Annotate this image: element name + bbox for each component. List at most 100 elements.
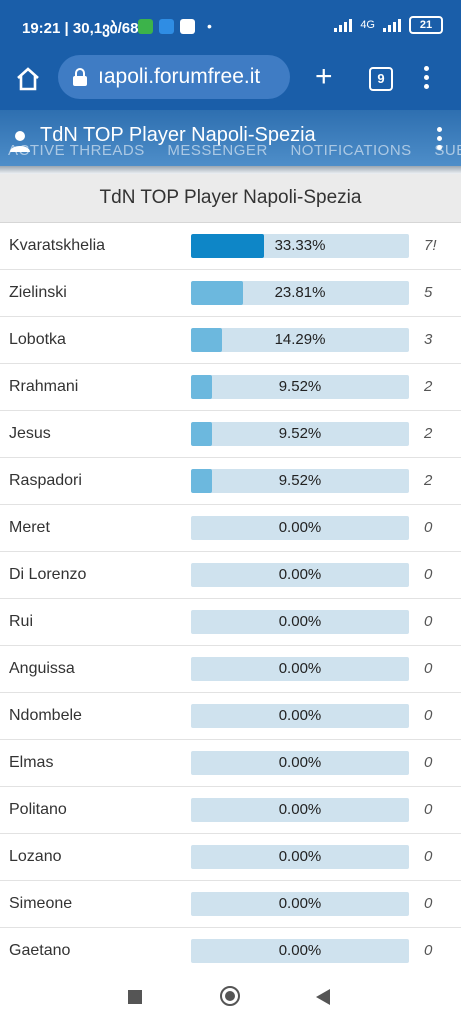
poll-row: Di Lorenzo 0.00% 0 (0, 552, 461, 599)
percent-bar: 0.00% (191, 516, 409, 540)
percent-label: 0.00% (278, 895, 322, 912)
lock-icon (73, 68, 87, 86)
percent-label: 0.00% (278, 707, 322, 724)
vote-count: 0 (424, 660, 433, 677)
back-icon[interactable] (316, 989, 330, 1005)
player-name: Raspadori (9, 472, 82, 489)
percent-label: 33.33% (274, 237, 326, 254)
player-name: Politano (9, 801, 67, 818)
player-name: Elmas (9, 754, 54, 771)
vote-count: 0 (424, 895, 433, 912)
percent-bar: 0.00% (191, 704, 409, 728)
percent-bar-fill (191, 469, 212, 493)
player-name: Zielinski (9, 284, 67, 301)
poll-row: Lobotka 14.29% 3 (0, 317, 461, 364)
nav-messenger[interactable]: MESSENGER (167, 142, 268, 159)
poll-row: Zielinski 23.81% 5 (0, 270, 461, 317)
percent-label: 9.52% (278, 472, 322, 489)
poll-results: Kvaratskhelia 33.33% 7! Zielinski 23.81% 5 Lob… (0, 223, 461, 975)
thread-menu-button[interactable] (437, 127, 442, 154)
percent-label: 9.52% (278, 425, 322, 442)
vote-count: 0 (424, 942, 433, 959)
vote-count: 0 (424, 707, 433, 724)
percent-label: 0.00% (278, 613, 322, 630)
poll-title: TdN TOP Player Napoli-Spezia (0, 174, 461, 223)
vote-count: 0 (424, 566, 433, 583)
vote-count: 0 (424, 754, 433, 771)
player-name: Rui (9, 613, 34, 630)
percent-label: 0.00% (278, 848, 322, 865)
vpn-notification-icon (180, 18, 195, 34)
recent-apps-icon[interactable] (128, 990, 142, 1004)
poll-row: Lozano 0.00% 0 (0, 834, 461, 881)
vote-count: 0 (424, 519, 433, 536)
poll-row: Politano 0.00% 0 (0, 787, 461, 834)
percent-label: 0.00% (278, 566, 322, 583)
percent-label: 9.52% (278, 378, 322, 395)
battery-icon: 21 (409, 16, 443, 34)
player-name: Meret (9, 519, 50, 536)
url-text: ıapoli.forumfree.it (98, 65, 261, 88)
address-bar[interactable]: ıapoli.forumfree.it (58, 55, 290, 99)
percent-bar: 0.00% (191, 892, 409, 916)
player-name: Lobotka (9, 331, 66, 348)
poll-row: Jesus 9.52% 2 (0, 411, 461, 458)
user-icon[interactable] (8, 128, 32, 152)
poll-row: Kvaratskhelia 33.33% 7! (0, 223, 461, 270)
poll-row: Meret 0.00% 0 (0, 505, 461, 552)
vote-count: 2 (424, 472, 433, 489)
percent-bar-fill (191, 375, 212, 399)
browser-menu-button[interactable] (424, 66, 430, 93)
nav-active-threads[interactable]: ACTIVE THREADS (8, 142, 145, 159)
home-icon[interactable] (14, 65, 42, 93)
percent-bar: 0.00% (191, 751, 409, 775)
vote-count: 0 (424, 848, 433, 865)
percent-bar: 9.52% (191, 469, 409, 493)
thread-title: TdN TOP Player Napoli-Spezia (40, 124, 316, 146)
percent-label: 0.00% (278, 754, 322, 771)
player-name: Jesus (9, 425, 51, 442)
nav-notifications[interactable]: NOTIFICATIONS (290, 142, 412, 159)
percent-label: 14.29% (274, 331, 326, 348)
player-name: Kvaratskhelia (9, 237, 106, 254)
vote-count: 0 (424, 613, 433, 630)
new-tab-button[interactable]: + (315, 60, 333, 93)
poll-row: Simeone 0.00% 0 (0, 881, 461, 928)
app-notification-icon (138, 18, 153, 34)
percent-bar: 9.52% (191, 375, 409, 399)
browser-toolbar: ıapoli.forumfree.it + 9 (0, 52, 461, 110)
vote-count: 7! (424, 237, 437, 254)
vote-count: 3 (424, 331, 433, 348)
player-name: Ndombele (9, 707, 82, 724)
status-bar: 19:21 | 30,1ვბ/68 • 4G 21 (0, 0, 461, 52)
tab-switcher-button[interactable]: 9 (369, 67, 393, 91)
poll-row: Rui 0.00% 0 (0, 599, 461, 646)
percent-label: 0.00% (278, 660, 322, 677)
header-shadow (0, 166, 461, 174)
more-notifications-icon: • (207, 18, 212, 34)
player-name: Gaetano (9, 942, 71, 959)
poll-row: Ndombele 0.00% 0 (0, 693, 461, 740)
player-name: Rrahmani (9, 378, 79, 395)
percent-bar: 0.00% (191, 657, 409, 681)
status-time: 19:21 | 30,1ვბ/68 (22, 20, 139, 37)
percent-bar-fill (191, 281, 243, 305)
player-name: Lozano (9, 848, 62, 865)
status-right: 4G 21 (334, 16, 443, 34)
percent-bar: 9.52% (191, 422, 409, 446)
vote-count: 0 (424, 801, 433, 818)
signal-icon (334, 19, 353, 32)
poll-row: Rrahmani 9.52% 2 (0, 364, 461, 411)
poll-row: Anguissa 0.00% 0 (0, 646, 461, 693)
system-nav-bar (0, 971, 461, 1024)
percent-bar-fill (191, 422, 212, 446)
player-name: Di Lorenzo (9, 566, 87, 583)
percent-bar: 23.81% (191, 281, 409, 305)
percent-bar: 0.00% (191, 845, 409, 869)
percent-bar: 0.00% (191, 610, 409, 634)
vote-count: 2 (424, 425, 433, 442)
home-button-icon[interactable] (220, 986, 240, 1006)
player-name: Anguissa (9, 660, 75, 677)
poll-row: Elmas 0.00% 0 (0, 740, 461, 787)
percent-bar-fill (191, 328, 223, 352)
